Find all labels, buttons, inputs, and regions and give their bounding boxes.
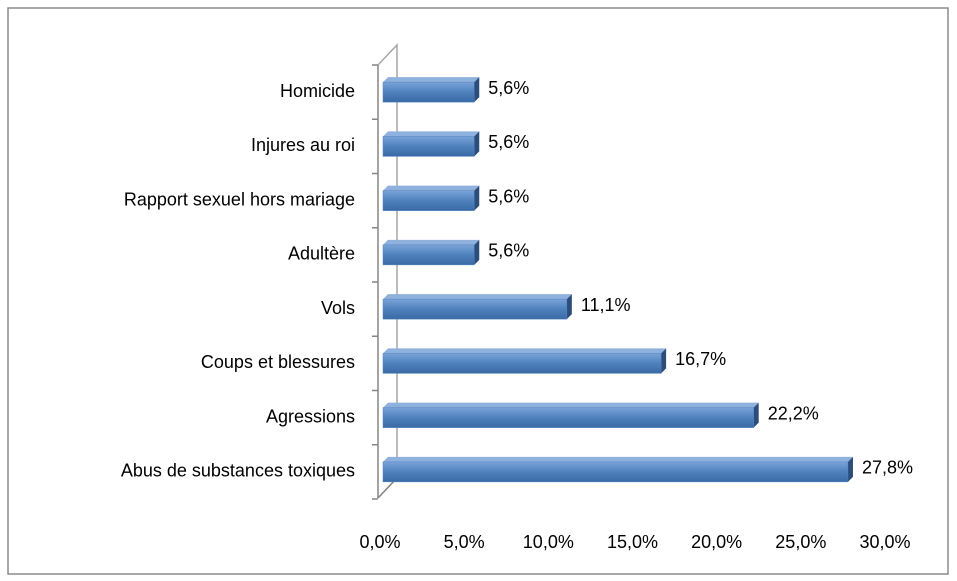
bar-top: [383, 294, 572, 300]
bar-top: [383, 185, 480, 191]
bar-top: [383, 77, 480, 83]
bar-side: [474, 239, 480, 265]
y-tick-label: Injures au roi: [251, 135, 355, 155]
value-label: 5,6%: [488, 78, 529, 98]
bar: [382, 136, 475, 157]
value-label: 5,6%: [488, 186, 529, 206]
bar: [382, 81, 475, 103]
value-label: 5,6%: [488, 132, 529, 152]
bar-side: [847, 456, 853, 482]
bar: [382, 353, 662, 374]
y-tick-label: Adultère: [288, 244, 355, 264]
bar-side: [566, 294, 572, 320]
y-tick-label: Vols: [321, 298, 355, 318]
bar: [382, 461, 849, 483]
x-tick-label: 15,0%: [607, 532, 658, 552]
x-tick-label: 10,0%: [523, 532, 574, 552]
bar: [382, 298, 568, 320]
bar-side: [474, 131, 480, 157]
y-tick-label: Coups et blessures: [201, 352, 355, 372]
bar-top: [383, 348, 667, 354]
bar-top: [383, 239, 480, 245]
bar: [382, 190, 475, 211]
bar-side: [661, 348, 667, 374]
value-label: 27,8%: [862, 458, 913, 478]
bar-side: [474, 77, 480, 103]
value-label: 5,6%: [488, 241, 529, 261]
value-label: 22,2%: [768, 403, 819, 423]
x-tick-label: 20,0%: [691, 532, 742, 552]
y-tick-label: Rapport sexuel hors mariage: [124, 189, 355, 209]
y-tick-label: Agressions: [266, 406, 355, 426]
y-tick-label: Homicide: [280, 81, 355, 101]
x-tick-label: 25,0%: [775, 532, 826, 552]
x-tick-label: 30,0%: [859, 532, 910, 552]
bar: [382, 244, 475, 266]
bar-top: [383, 456, 853, 462]
x-tick-label: 0,0%: [359, 532, 400, 552]
y-tick-label: Abus de substances toxiques: [121, 461, 355, 481]
value-label: 16,7%: [675, 349, 726, 369]
bar-top: [383, 131, 480, 137]
x-tick-label: 5,0%: [444, 532, 485, 552]
bar: [382, 407, 754, 428]
value-label: 11,1%: [581, 295, 631, 315]
bar-top: [383, 402, 759, 408]
bar-side: [474, 185, 480, 211]
bar-side: [753, 402, 759, 428]
